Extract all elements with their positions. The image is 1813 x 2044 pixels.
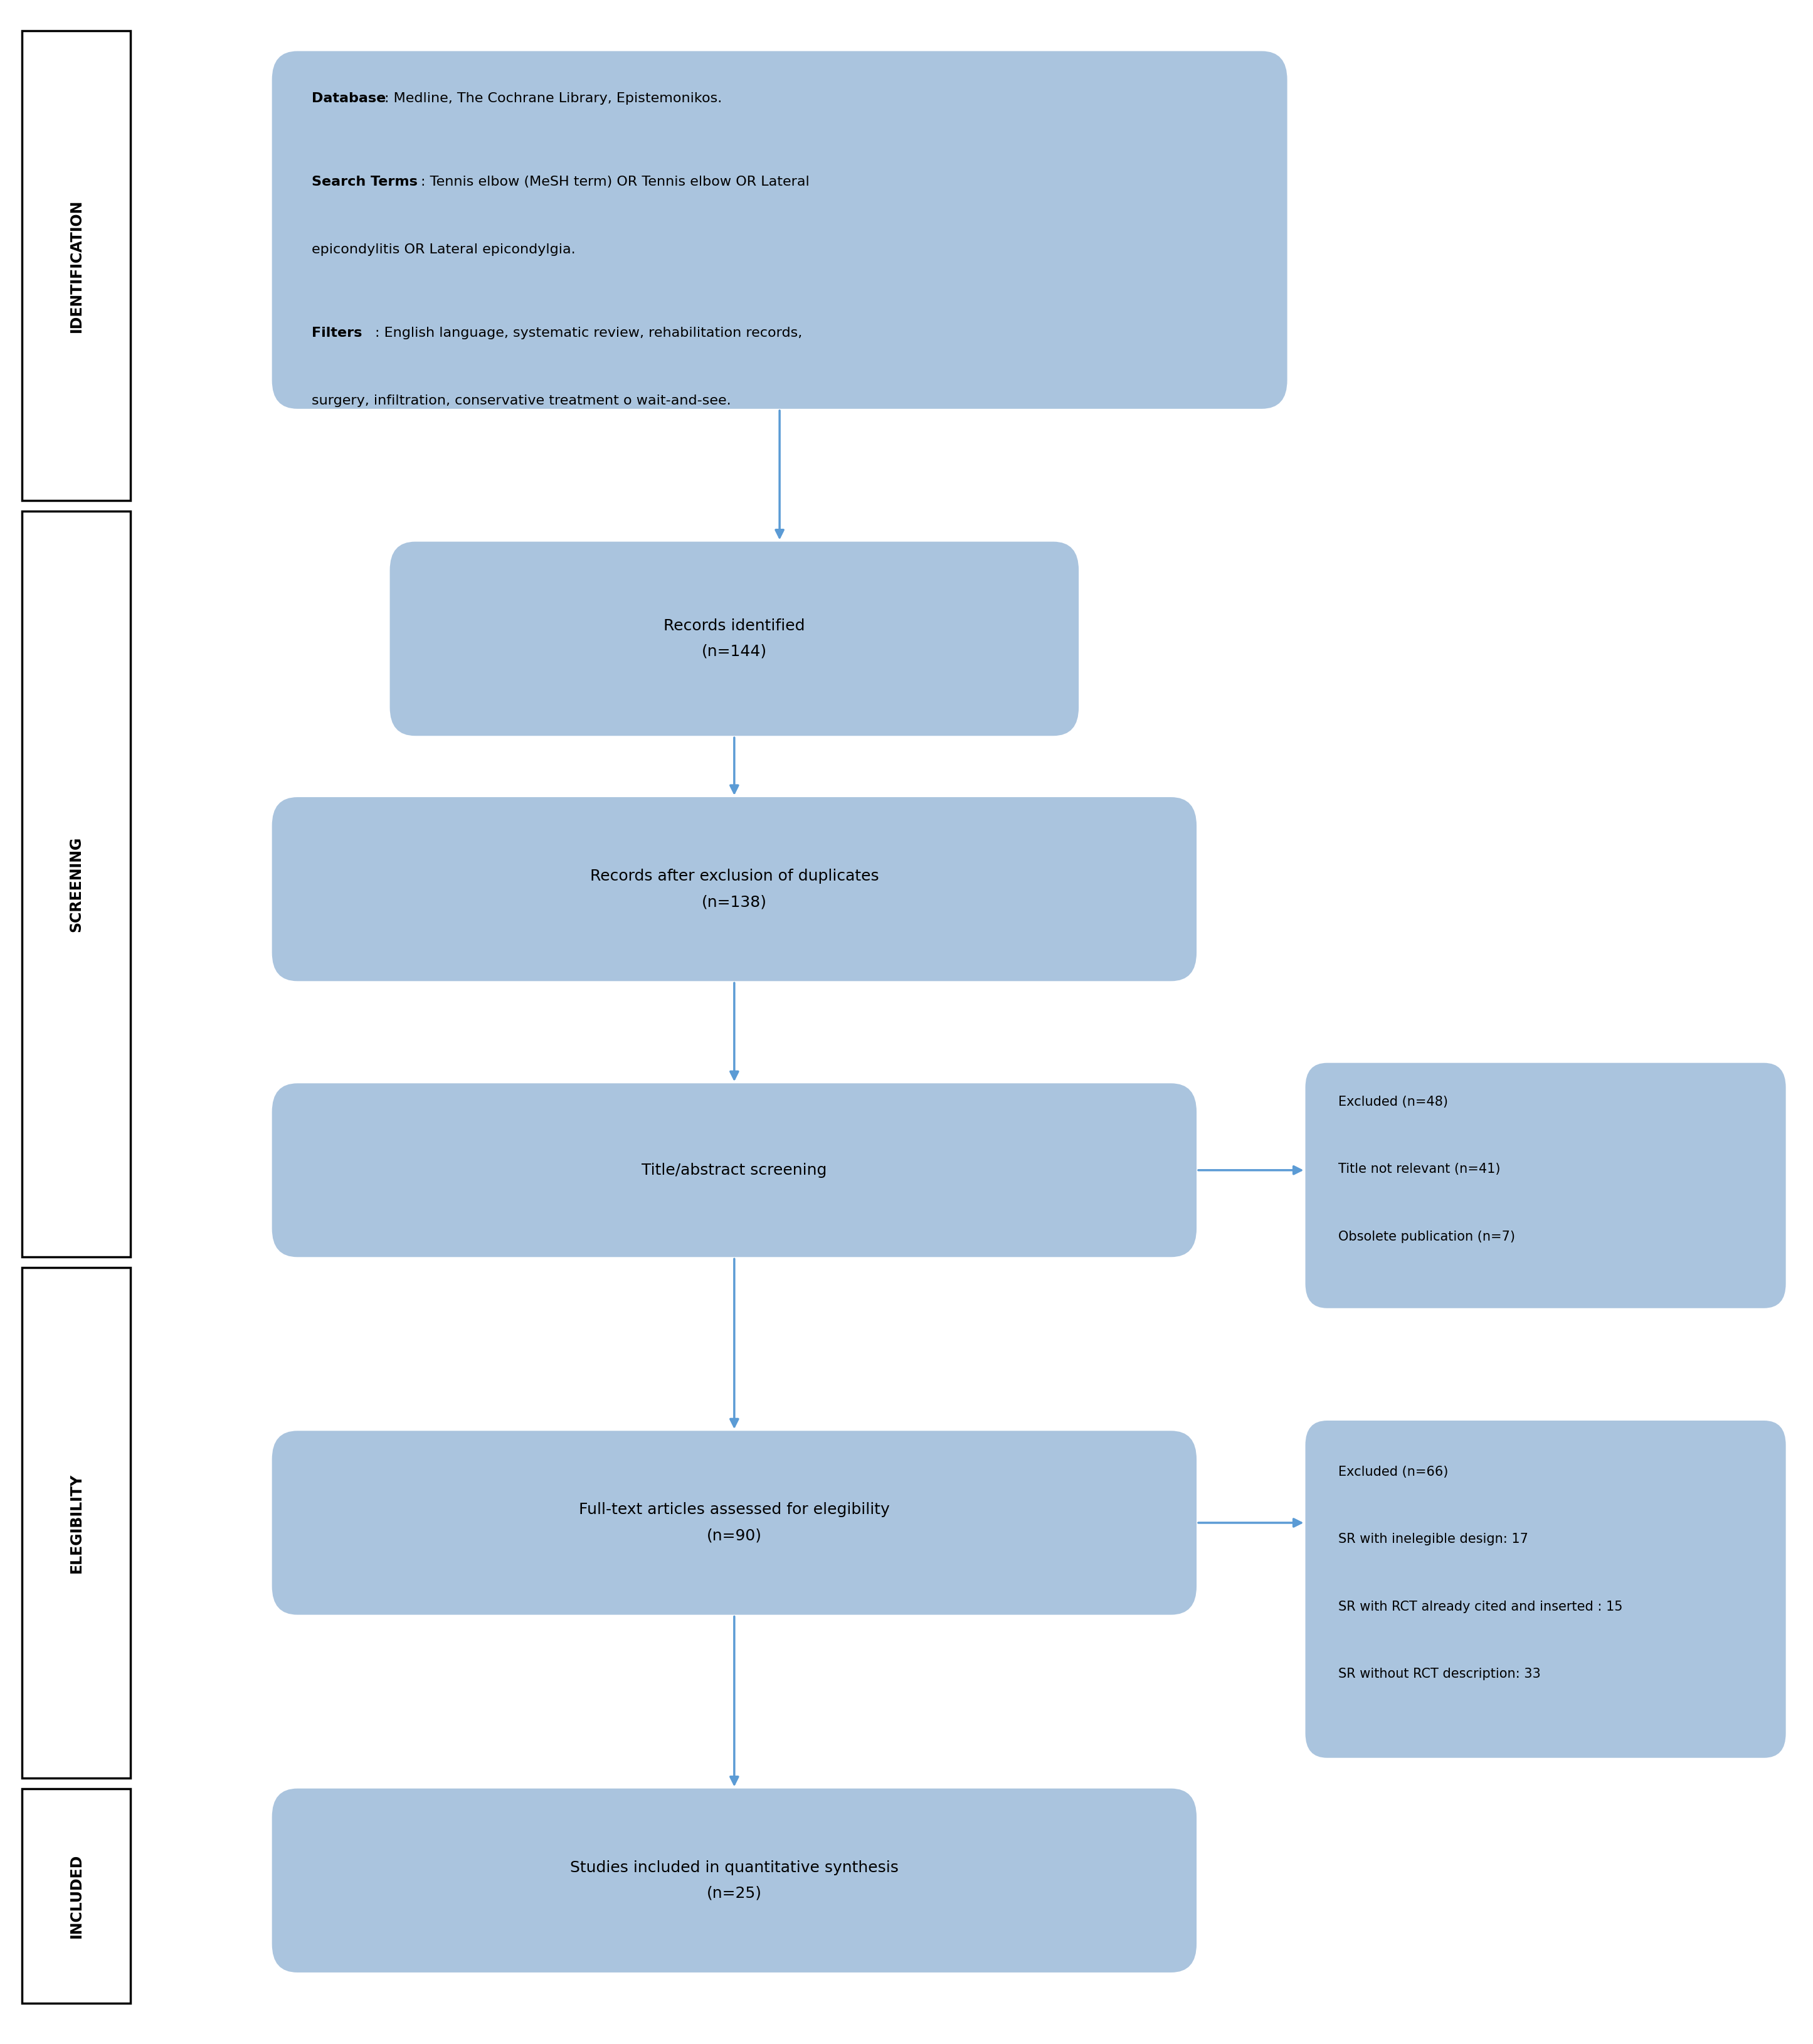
FancyBboxPatch shape <box>272 51 1287 409</box>
Text: Records after exclusion of duplicates
(n=138): Records after exclusion of duplicates (n… <box>589 869 879 910</box>
Text: ELEGIBILITY: ELEGIBILITY <box>69 1474 83 1572</box>
FancyBboxPatch shape <box>390 542 1079 736</box>
Text: SR with RCT already cited and inserted : 15: SR with RCT already cited and inserted :… <box>1338 1600 1623 1613</box>
Text: : Tennis elbow (MeSH term) OR Tennis elbow OR Lateral: : Tennis elbow (MeSH term) OR Tennis elb… <box>421 176 809 188</box>
FancyBboxPatch shape <box>272 1431 1197 1615</box>
FancyBboxPatch shape <box>22 1788 131 2003</box>
FancyBboxPatch shape <box>272 797 1197 981</box>
FancyBboxPatch shape <box>22 1267 131 1778</box>
Text: SR without RCT description: 33: SR without RCT description: 33 <box>1338 1668 1541 1680</box>
Text: Filters: Filters <box>312 327 363 339</box>
FancyBboxPatch shape <box>22 511 131 1257</box>
Text: : Medline, The Cochrane Library, Epistemonikos.: : Medline, The Cochrane Library, Epistem… <box>384 92 722 104</box>
Text: IDENTIFICATION: IDENTIFICATION <box>69 198 83 333</box>
Text: Records identified
(n=144): Records identified (n=144) <box>664 619 805 658</box>
FancyBboxPatch shape <box>1305 1063 1786 1308</box>
Text: surgery, infiltration, conservative treatment o wait-and-see.: surgery, infiltration, conservative trea… <box>312 394 731 407</box>
Text: Excluded (n=48): Excluded (n=48) <box>1338 1096 1449 1108</box>
FancyBboxPatch shape <box>272 1083 1197 1257</box>
Text: : English language, systematic review, rehabilitation records,: : English language, systematic review, r… <box>375 327 803 339</box>
FancyBboxPatch shape <box>22 31 131 501</box>
FancyBboxPatch shape <box>272 1788 1197 1972</box>
Text: INCLUDED: INCLUDED <box>69 1854 83 1938</box>
Text: Full-text articles assessed for elegibility
(n=90): Full-text articles assessed for elegibil… <box>578 1502 890 1543</box>
Text: Excluded (n=66): Excluded (n=66) <box>1338 1466 1449 1478</box>
Text: epicondylitis OR Lateral epicondylgia.: epicondylitis OR Lateral epicondylgia. <box>312 243 575 255</box>
Text: Studies included in quantitative synthesis
(n=25): Studies included in quantitative synthes… <box>569 1860 899 1901</box>
Text: SR with inelegible design: 17: SR with inelegible design: 17 <box>1338 1533 1528 1545</box>
Text: Title/abstract screening: Title/abstract screening <box>642 1163 827 1177</box>
Text: Search Terms: Search Terms <box>312 176 417 188</box>
Text: Obsolete publication (n=7): Obsolete publication (n=7) <box>1338 1230 1516 1243</box>
Text: SCREENING: SCREENING <box>69 836 83 932</box>
FancyBboxPatch shape <box>1305 1421 1786 1758</box>
Text: Database: Database <box>312 92 386 104</box>
Text: Title not relevant (n=41): Title not relevant (n=41) <box>1338 1163 1499 1175</box>
